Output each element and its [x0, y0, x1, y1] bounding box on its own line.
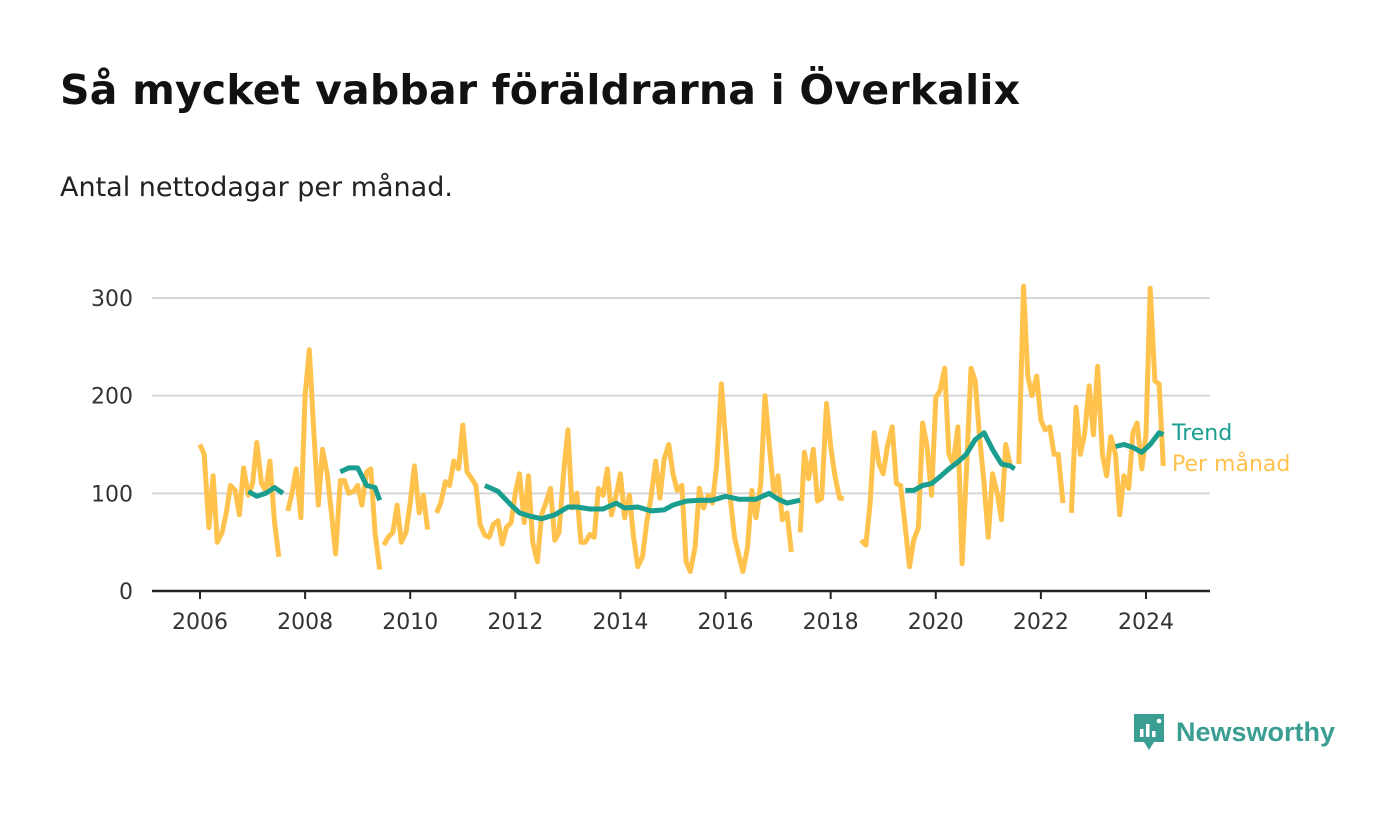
x-tick-label: 2012 [487, 610, 543, 635]
newsworthy-logo-icon [1134, 714, 1164, 750]
series-line-per-manad-segment-0 [197, 440, 282, 558]
line-chart: 0 100 200 300 2006 2008 2010 2012 2014 2016 2018 20… [91, 283, 1290, 635]
series-line-per-manad-segment-1 [285, 347, 383, 570]
x-tick-label: 2014 [592, 610, 648, 635]
y-tick-label: 100 [91, 482, 133, 507]
series-line-trend-segment-4 [1114, 430, 1165, 455]
series-line-per-manad-segment-3 [434, 381, 794, 574]
chart-title: Så mycket vabbar föräldrarna i Överkalix [60, 66, 1021, 114]
series-line-trend-segment-0 [247, 485, 285, 499]
x-tick-label: 2024 [1118, 610, 1174, 635]
brand-name: Newsworthy [1176, 716, 1336, 747]
series-line-per-manad-segment-5 [859, 365, 1013, 570]
series-line-per-manad-segment-4 [797, 401, 844, 533]
series-line-per-manad-segment-7 [1068, 285, 1166, 518]
series-line-per-manad-segment-2 [381, 463, 431, 547]
x-tick-label: 2018 [803, 610, 859, 635]
y-tick-label: 300 [91, 287, 133, 312]
x-tick-label: 2010 [382, 610, 438, 635]
brand-logo: Newsworthy [1132, 712, 1335, 752]
legend-label-per-manad: Per månad [1172, 451, 1290, 477]
x-tick-label: 2008 [277, 610, 333, 635]
y-tick-label: 0 [119, 580, 133, 605]
chart-subtitle: Antal nettodagar per månad. [60, 172, 453, 203]
series-layer [197, 283, 1166, 574]
series-line-trend-segment-1 [339, 465, 383, 502]
legend-label-trend: Trend [1171, 421, 1232, 446]
x-tick-label: 2020 [908, 610, 964, 635]
axis-layer: 0 100 200 300 2006 2008 2010 2012 2014 2016 2018 20… [91, 287, 1210, 635]
x-tick-label: 2022 [1013, 610, 1069, 635]
series-line-trend-segment-3 [905, 430, 1017, 493]
y-tick-label: 200 [91, 385, 133, 410]
x-tick-label: 2016 [698, 610, 754, 635]
series-line-trend-segment-2 [483, 483, 801, 522]
series-line-per-manad-segment-6 [1016, 283, 1066, 504]
x-tick-label: 2006 [172, 610, 228, 635]
legend-layer: Trend Per månad [1171, 421, 1290, 477]
